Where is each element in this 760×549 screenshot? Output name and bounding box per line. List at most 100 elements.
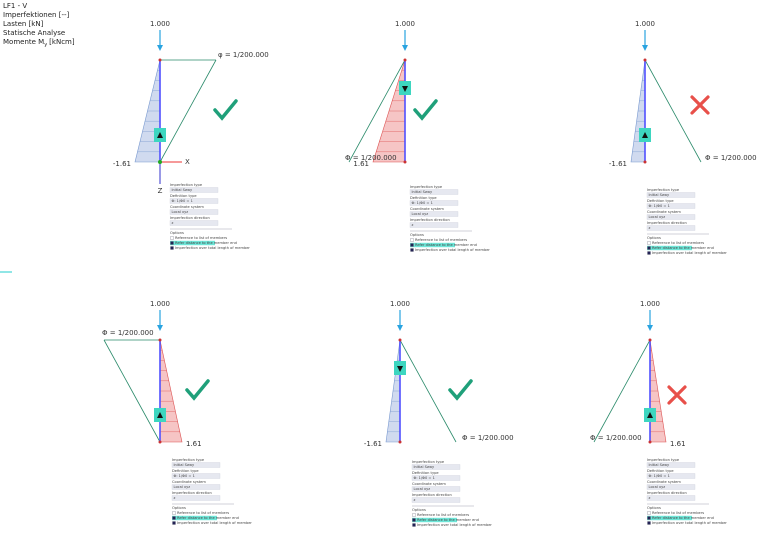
load-label: 1.000 [390,300,410,308]
node [403,58,407,62]
node [643,160,647,164]
field-box [411,486,461,492]
field-label: Imperfection direction [410,218,450,222]
field-box [169,187,219,193]
checkbox [170,246,174,250]
field-box [411,464,461,470]
phi-line [348,59,406,163]
header-line: Statische Analyse [3,29,65,37]
option-text: Refer distance to the member end [175,241,237,245]
field-box [411,497,461,503]
load-head [157,45,163,51]
support-arrow [647,412,653,418]
option-text: Imperfection over total length of member [652,521,727,525]
field-value: Initial Sway [649,463,671,467]
phi-label: Φ = 1/200.000 [345,154,397,162]
field-box [646,495,696,501]
field-value: z [414,498,416,502]
phi-line [644,59,702,163]
field-value: Local xyz [649,485,666,489]
support-arrow [642,132,648,138]
options-label: Options [647,506,661,510]
field-box [411,475,461,481]
checkbox [647,241,651,245]
field-label: Definition type [647,199,674,203]
field-value: Initial Sway [414,465,436,469]
field-box [646,192,696,198]
header-line: Lasten [kN] [3,20,44,28]
moment-label: 1.61 [670,440,686,448]
field-box [646,203,696,209]
field-value: Local xyz [649,215,666,219]
field-box [409,200,459,206]
field-box [169,220,219,226]
node [158,58,162,62]
field-value: Φ: 1/Φ0 = 1 [412,201,433,205]
option-text: Refer distance to the member end [652,516,714,520]
header-line: Momente My [kNcm] [3,38,75,48]
panel: Φ = 1/200.000 1.000 -1.61 Imperfection type… [364,300,514,527]
phi-line [103,339,161,443]
field-value: Φ: 1/Φ0 = 1 [174,474,195,478]
phi-line [399,339,457,443]
header: LF1 - V Imperfektionen [--] Lasten [kN] … [3,2,75,48]
support-arrow [157,132,163,138]
field-value: Φ: 1/Φ0 = 1 [414,476,435,480]
field-value: Φ: 1/Φ0 = 1 [649,204,670,208]
checkbox [412,523,416,527]
field-label: Coordinate system [647,480,681,484]
field-box [171,462,221,468]
moment-text: Momente M [3,38,44,46]
option-text: Reference to list of members [415,238,467,242]
options-label: Options [410,233,424,237]
option-highlight [647,245,692,251]
field-value: Initial Sway [412,190,434,194]
moment-label: -1.61 [609,160,627,168]
checkbox [647,521,651,525]
moment-unit: [kNcm] [49,38,75,46]
field-label: Imperfection type [647,188,680,192]
field-label: Imperfection direction [172,491,212,495]
checkbox [410,248,414,252]
node [403,160,407,164]
field-label: Coordinate system [172,480,206,484]
field-box [171,473,221,479]
option-text: Imperfection over total length of member [652,251,727,255]
load-label: 1.000 [150,300,170,308]
option-text: Imperfection over total length of member [415,248,490,252]
phi-line [593,339,651,443]
checkbox [172,521,176,525]
field-label: Coordinate system [412,482,446,486]
options-label: Options [172,506,186,510]
checkbox [412,518,416,522]
field-label: Coordinate system [410,207,444,211]
field-box [409,189,459,195]
field-value: Initial Sway [172,188,194,192]
load-head [402,45,408,51]
option-text: Imperfection over total length of member [177,521,252,525]
check-mark [448,379,473,401]
node [398,440,402,444]
load-head [642,45,648,51]
node [158,338,162,342]
node [643,58,647,62]
field-value: z [649,226,651,230]
node [398,338,402,342]
option-text: Refer distance to the member end [415,243,477,247]
support-arrow [402,86,408,92]
checkbox [172,516,176,520]
load-label: 1.000 [635,20,655,28]
option-text: Refer distance to the member end [652,246,714,250]
field-box [171,495,221,501]
check-mark [213,99,238,121]
option-text: Reference to list of members [417,513,469,517]
option-highlight [647,515,692,521]
option-text: Refer distance to the member end [417,518,479,522]
field-box [646,473,696,479]
moment-label: -1.61 [113,160,131,168]
